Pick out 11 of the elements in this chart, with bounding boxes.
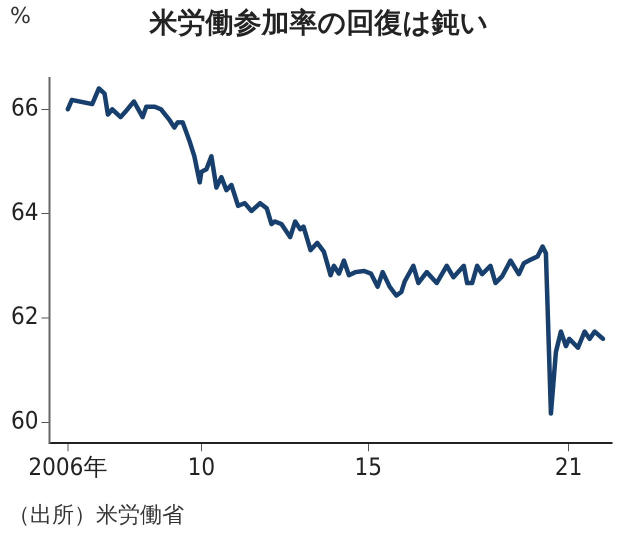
chart-title: 米労働参加率の回復は鈍い	[150, 6, 488, 39]
y-tick-label: 60	[11, 406, 38, 435]
y-tick-label: 66	[11, 94, 38, 122]
y-tick-label: 62	[11, 302, 38, 330]
x-tick-label: 2006年	[28, 452, 108, 481]
y-tick-label: 64	[11, 198, 38, 226]
x-tick-label: 10	[188, 452, 216, 481]
x-tick-label: 15	[354, 452, 382, 481]
text: （出所）米労働省	[8, 502, 184, 530]
y-axis-title: %	[10, 4, 31, 29]
x-tick-label: 21	[554, 452, 582, 481]
